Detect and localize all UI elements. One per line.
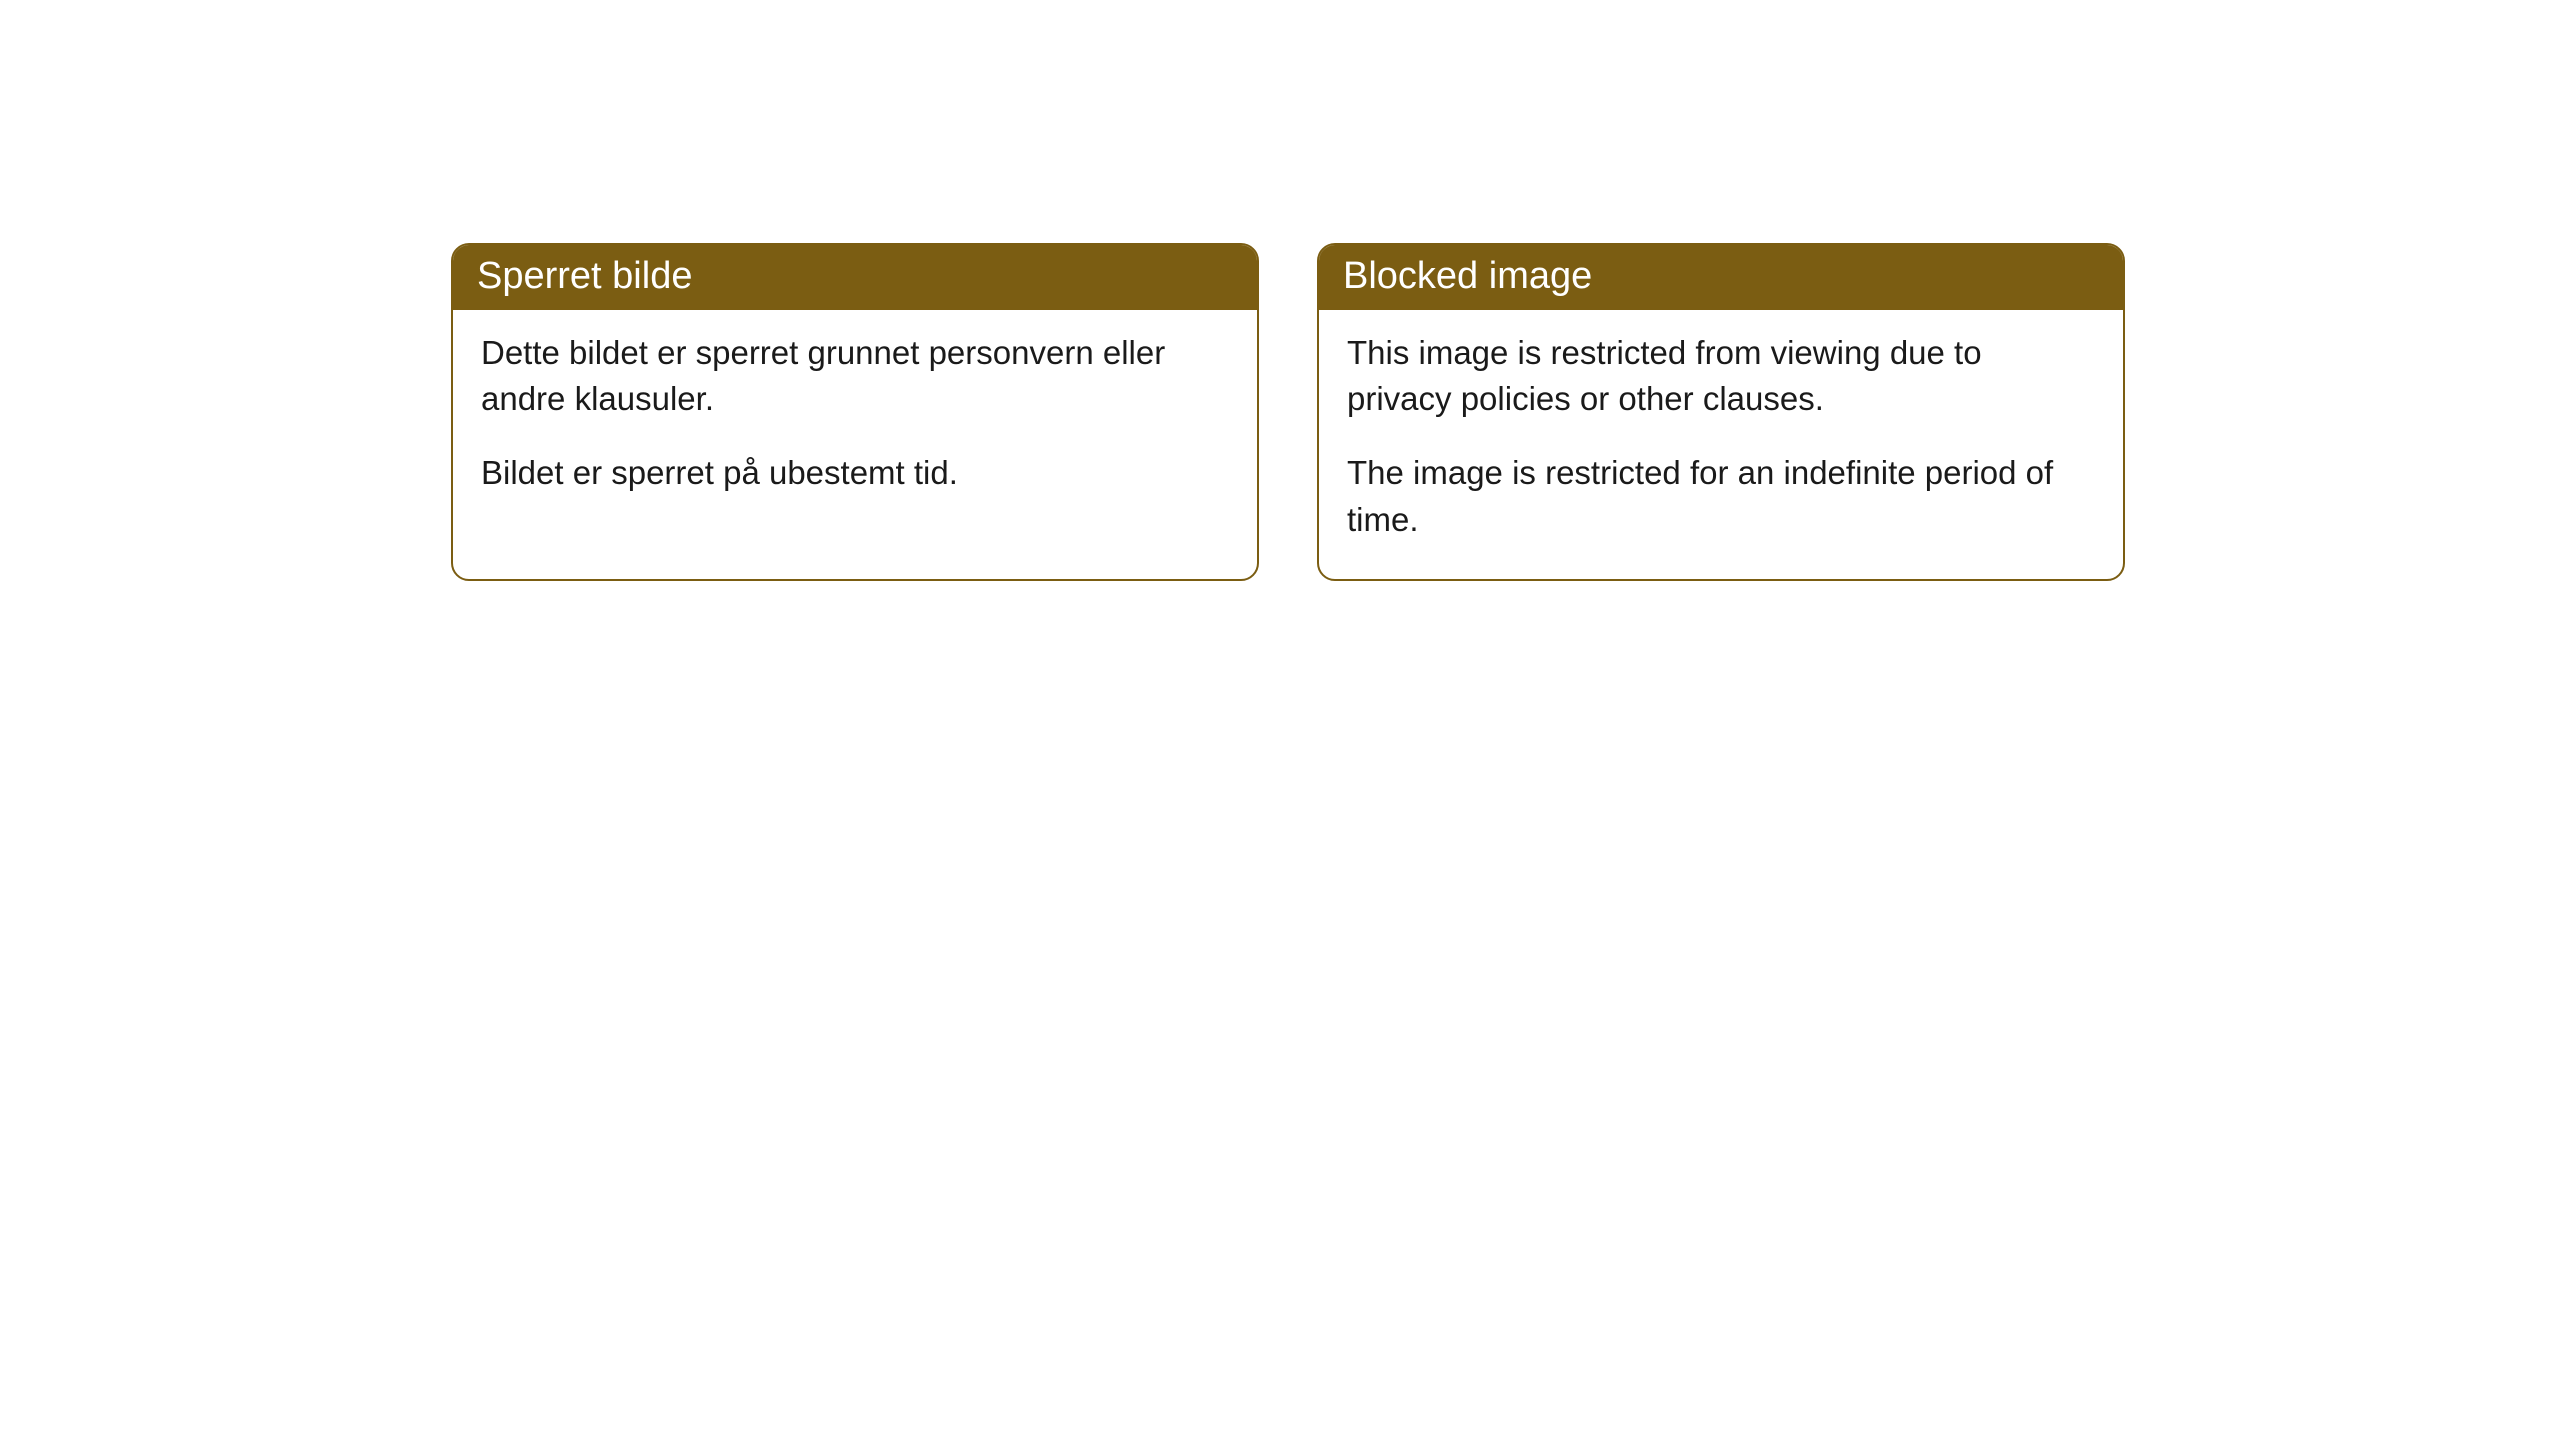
notice-paragraph-1: This image is restricted from viewing du… bbox=[1347, 330, 2095, 422]
notice-paragraph-1: Dette bildet er sperret grunnet personve… bbox=[481, 330, 1229, 422]
notice-card-norwegian: Sperret bilde Dette bildet er sperret gr… bbox=[451, 243, 1259, 581]
card-body: This image is restricted from viewing du… bbox=[1319, 310, 2123, 579]
card-body: Dette bildet er sperret grunnet personve… bbox=[453, 310, 1257, 533]
card-header: Sperret bilde bbox=[453, 245, 1257, 310]
notice-container: Sperret bilde Dette bildet er sperret gr… bbox=[451, 243, 2125, 581]
notice-card-english: Blocked image This image is restricted f… bbox=[1317, 243, 2125, 581]
notice-paragraph-2: Bildet er sperret på ubestemt tid. bbox=[481, 450, 1229, 496]
card-header: Blocked image bbox=[1319, 245, 2123, 310]
notice-paragraph-2: The image is restricted for an indefinit… bbox=[1347, 450, 2095, 542]
